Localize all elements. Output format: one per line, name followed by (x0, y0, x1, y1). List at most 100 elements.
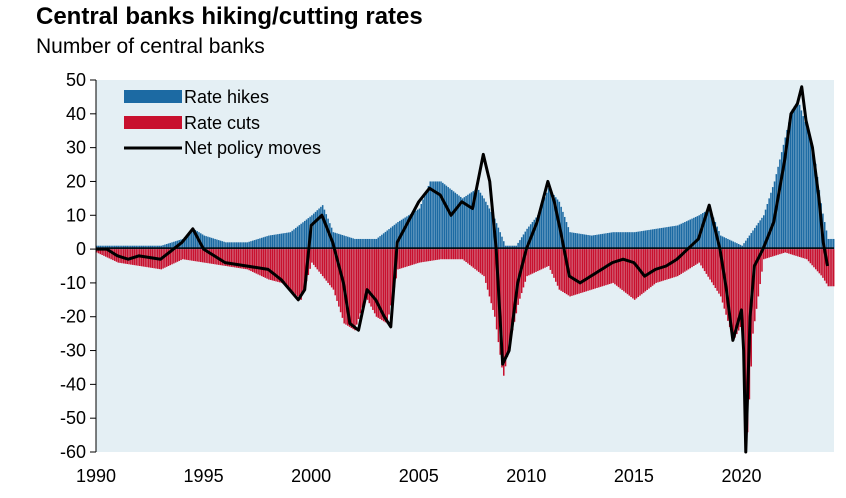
rate-cuts-bar (624, 249, 627, 293)
rate-cuts-bar (167, 249, 170, 266)
rate-cuts-bar (323, 249, 326, 279)
rate-cuts-bar (377, 249, 380, 318)
rate-cuts-bar (96, 249, 98, 253)
rate-cuts-bar (578, 249, 580, 294)
rate-hikes-bar (468, 193, 471, 250)
rate-cuts-bar (745, 249, 747, 431)
rate-cuts-bar (702, 249, 704, 269)
rate-cuts-bar (721, 249, 724, 303)
rate-cuts-bar (659, 249, 661, 282)
rate-cuts-bar (99, 249, 102, 255)
rate-cuts-bar (228, 249, 231, 267)
rate-cuts-bar (436, 249, 439, 260)
rate-cuts-bar (442, 249, 444, 260)
rate-hikes-bar (298, 225, 301, 250)
rate-hikes-bar (474, 189, 476, 250)
rate-hikes-bar (393, 224, 396, 250)
rate-cuts-bar (364, 249, 367, 297)
rate-hikes-bar (470, 192, 473, 250)
rate-cuts-bar (438, 249, 440, 260)
rate-hikes-bar (694, 216, 697, 250)
rate-hikes-bar (368, 238, 371, 250)
rate-hikes-bar (194, 229, 197, 250)
rate-hikes-bar (167, 243, 170, 250)
rate-hikes-bar (223, 241, 225, 250)
rate-hikes-bar (305, 219, 308, 250)
rate-cuts-bar (754, 249, 756, 322)
rate-hikes-bar (553, 194, 555, 250)
rate-cuts-bar (766, 249, 769, 259)
rate-cuts-bar (820, 249, 822, 276)
rate-cuts-bar (732, 249, 735, 340)
rate-cuts-bar (321, 249, 324, 277)
rate-hikes-bar (537, 215, 539, 250)
rate-hikes-bar (519, 240, 521, 250)
rate-cuts-bar (804, 249, 806, 259)
rate-hikes-bar (761, 217, 763, 250)
rate-hikes-bar (391, 226, 394, 250)
rate-cuts-bar (494, 249, 496, 317)
rate-cuts-bar (831, 249, 833, 287)
rate-cuts-bar (329, 249, 331, 286)
rate-cuts-bar (825, 249, 828, 284)
rate-cuts-bar (598, 249, 600, 288)
rate-cuts-bar (336, 249, 338, 301)
rate-cuts-bar (771, 249, 774, 257)
rate-cuts-bar (207, 249, 209, 264)
rate-hikes-bar (334, 232, 336, 250)
rate-cuts-bar (786, 249, 788, 254)
rate-cuts-bar (657, 249, 659, 283)
rate-hikes-bar (366, 238, 369, 250)
rate-hikes-bar (214, 238, 216, 250)
rate-cuts-bar (452, 249, 455, 260)
rate-hikes-bar (243, 242, 245, 250)
rate-hikes-bar (687, 220, 690, 250)
rate-hikes-bar (397, 222, 399, 250)
rate-hikes-bar (617, 232, 620, 250)
rate-cuts-bar (230, 249, 232, 267)
rate-cuts-bar (293, 249, 295, 294)
rate-cuts-bar (533, 249, 536, 273)
rate-cuts-bar (420, 249, 423, 263)
rate-cuts-bar (325, 249, 328, 281)
rate-hikes-bar (377, 237, 380, 250)
rate-cuts-bar (736, 249, 738, 335)
rate-cuts-bar (338, 249, 340, 307)
rate-hikes-bar (162, 245, 164, 250)
rate-hikes-bar (669, 226, 672, 250)
rate-hikes-bar (339, 234, 342, 250)
rate-hikes-bar (666, 227, 668, 250)
rate-hikes-bar (825, 230, 828, 250)
rate-cuts-bar (788, 249, 790, 254)
rate-cuts-bar (226, 249, 229, 267)
rate-cuts-bar (350, 249, 353, 328)
rate-hikes-bar (592, 235, 595, 250)
rate-cuts-bar (241, 249, 243, 269)
rate-hikes-bar (452, 191, 455, 250)
rate-hikes-bar (811, 148, 813, 250)
rate-hikes-bar (676, 225, 679, 250)
rate-hikes-bar (370, 238, 372, 250)
rate-cuts-bar (359, 249, 362, 314)
rate-cuts-bar (495, 249, 498, 330)
rate-cuts-bar (705, 249, 708, 274)
rate-cuts-bar (510, 249, 512, 339)
rate-cuts-bar (800, 249, 803, 258)
rate-hikes-bar (477, 189, 480, 250)
rate-cuts-bar (407, 249, 410, 266)
rate-hikes-bar (314, 211, 317, 250)
rate-hikes-bar (495, 223, 498, 250)
rate-hikes-bar (361, 238, 363, 250)
rate-hikes-bar (542, 201, 544, 250)
rate-hikes-bar (312, 213, 315, 250)
rate-cuts-bar (347, 249, 349, 326)
x-tick-label: 2000 (291, 466, 331, 486)
rate-cuts-bar (320, 249, 322, 274)
rate-hikes-bar (678, 224, 681, 250)
rate-cuts-bar (572, 249, 575, 296)
rate-cuts-bar (422, 249, 424, 263)
rate-hikes-bar (646, 230, 648, 250)
rate-cuts-bar (223, 249, 225, 266)
rate-cuts-bar (354, 249, 356, 331)
rate-hikes-bar (746, 238, 749, 250)
